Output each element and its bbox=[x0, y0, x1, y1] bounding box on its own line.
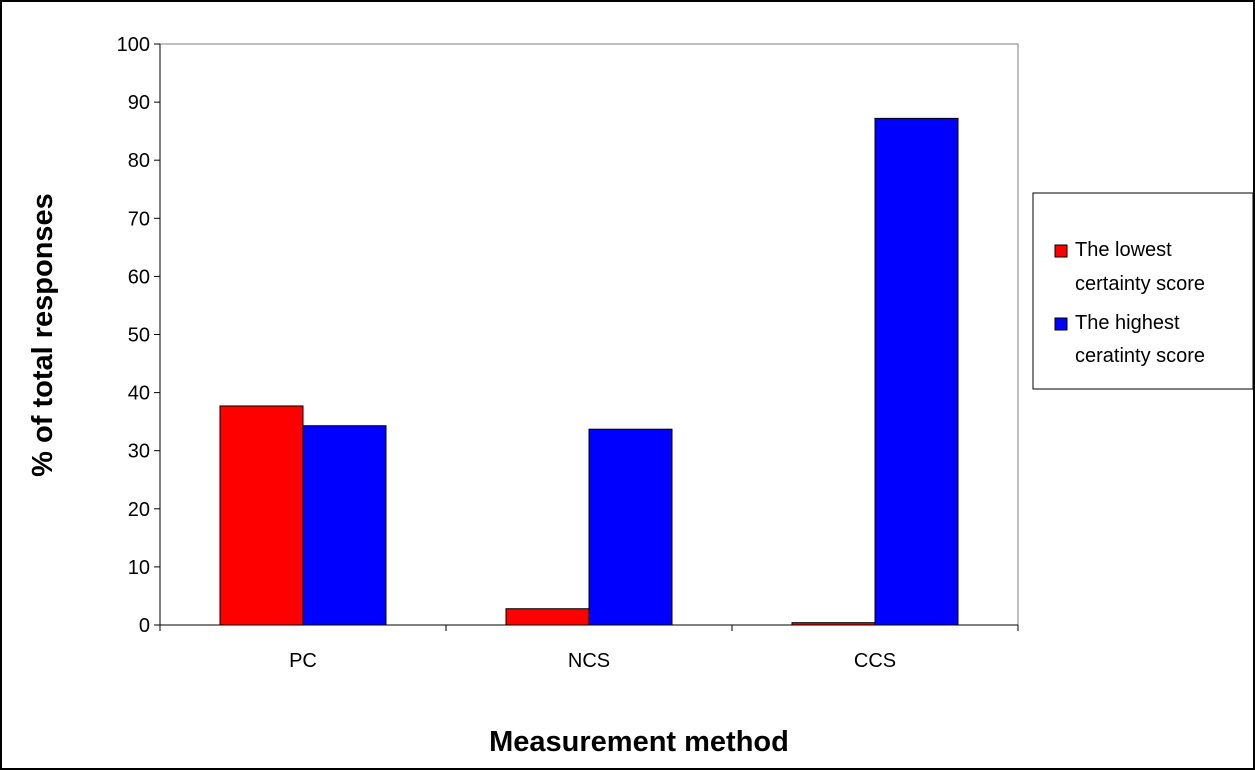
y-tick-label: 10 bbox=[128, 557, 150, 579]
bar-lowest-ccs bbox=[791, 622, 876, 626]
bar-highest-ccs bbox=[874, 117, 959, 626]
x-axis-title: Measurement method bbox=[489, 726, 789, 758]
y-tick-label: 20 bbox=[128, 499, 150, 521]
y-axis: 0 10 20 30 40 50 60 70 80 90 100 bbox=[117, 34, 161, 637]
x-tick-label: PC bbox=[289, 650, 317, 672]
y-tick-label: 30 bbox=[128, 441, 150, 463]
y-tick-label: 80 bbox=[128, 150, 150, 172]
legend-swatch-lowest bbox=[1054, 244, 1068, 258]
y-tick-label: 100 bbox=[117, 34, 150, 56]
legend-box bbox=[1032, 192, 1254, 390]
bar-highest-pc bbox=[302, 425, 387, 626]
y-tick-label: 70 bbox=[128, 208, 150, 230]
legend: The lowest certainty score The highest c… bbox=[1032, 192, 1254, 390]
y-tick-label: 0 bbox=[139, 615, 150, 637]
legend-label-highest-line2: ceratinty score bbox=[1075, 345, 1205, 367]
bar-highest-ncs bbox=[588, 428, 673, 626]
legend-swatch-highest bbox=[1054, 317, 1068, 331]
bar-lowest-pc bbox=[219, 405, 304, 626]
legend-label-lowest-line1: The lowest bbox=[1075, 239, 1172, 261]
y-tick-label: 60 bbox=[128, 266, 150, 288]
legend-label-lowest-line2: certainty score bbox=[1075, 273, 1205, 295]
y-tick-label: 50 bbox=[128, 325, 150, 347]
legend-label-highest-line1: The highest bbox=[1075, 312, 1180, 334]
x-tick-label: CCS bbox=[854, 650, 896, 672]
y-tick-label: 40 bbox=[128, 383, 150, 405]
y-axis-title: % of total responses bbox=[27, 193, 59, 477]
bar-lowest-ncs bbox=[505, 608, 590, 626]
x-tick-label: NCS bbox=[568, 650, 610, 672]
bars-group bbox=[219, 117, 959, 626]
y-tick-label: 90 bbox=[128, 92, 150, 114]
